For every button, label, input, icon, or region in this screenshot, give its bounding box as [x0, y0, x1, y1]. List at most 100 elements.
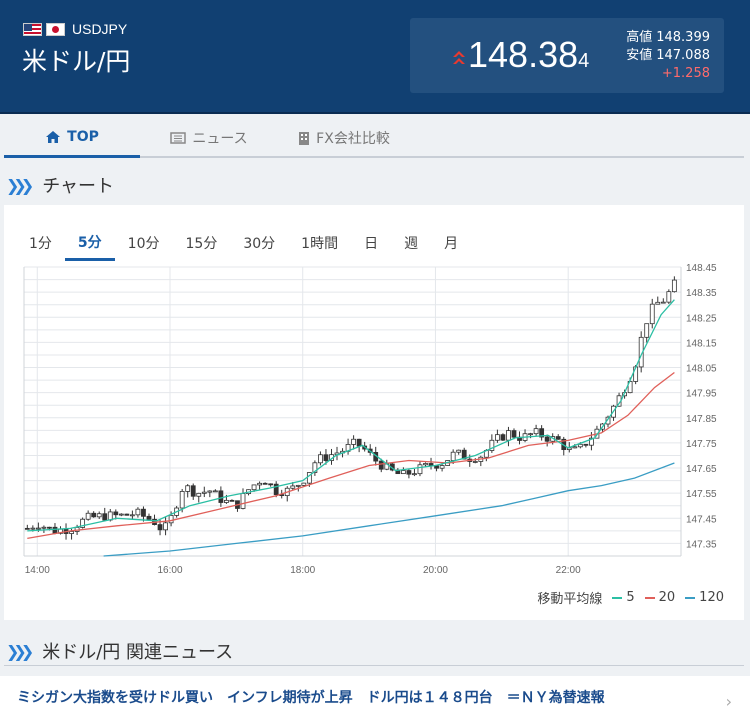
candle-body — [655, 301, 661, 305]
x-tick-label: 20:00 — [423, 565, 448, 576]
quote-header: USDJPY 米ドル/円 148.384 高値 148.399 安値 147.088… — [0, 0, 750, 114]
ma-legend: 移動平均線 5 20 120 — [537, 588, 724, 607]
y-tick-label: 147.75 — [686, 439, 717, 450]
price-stats: 高値 148.399 安値 147.088 +1.258 — [626, 29, 710, 83]
news-item[interactable]: ミシガン大指数を受けドル買い インフレ期待が上昇 ドル円は１４８円台 ＝ＮＹ為替… — [0, 676, 750, 713]
candle-body — [666, 291, 672, 303]
candle-body — [472, 461, 478, 463]
y-tick-label: 147.45 — [686, 514, 717, 525]
x-tick-label: 22:00 — [556, 565, 581, 576]
candle-body — [417, 464, 423, 475]
candle-body — [190, 485, 196, 497]
candle-body — [439, 465, 445, 469]
low-label: 安値 — [626, 48, 653, 63]
us-flag-icon — [23, 22, 42, 36]
candle-body — [511, 430, 517, 438]
candle-body — [201, 491, 207, 494]
candle-body — [102, 513, 108, 521]
candle-body — [423, 463, 428, 466]
candle-body — [196, 492, 202, 497]
candle-body — [185, 485, 191, 492]
candle-body — [69, 531, 74, 534]
pair-flags: USDJPY — [23, 21, 127, 37]
period-button[interactable]: 月 — [444, 236, 459, 252]
candle-body — [456, 449, 462, 453]
candle-body — [295, 484, 301, 487]
period-button[interactable]: 1分 — [29, 236, 52, 252]
candle-body — [224, 499, 229, 503]
period-button[interactable]: 5分 — [64, 225, 115, 261]
candle-body — [450, 451, 456, 461]
candle-body — [118, 513, 124, 516]
period-button[interactable]: 1時間 — [301, 236, 339, 252]
home-icon — [46, 130, 61, 143]
candle-body — [644, 323, 650, 338]
main-tabs: TOP ニュース FX会社比較 — [4, 118, 744, 158]
candle-body — [179, 491, 185, 509]
candle-body — [262, 482, 268, 485]
candle-body — [157, 524, 163, 531]
candle-body — [312, 462, 318, 473]
tab-top[interactable]: TOP — [4, 118, 140, 158]
section-chevron-icon: ❯❯❯ — [6, 641, 34, 661]
price-up-icon — [453, 51, 465, 64]
candle-body — [212, 490, 218, 493]
ma-legend-item: 5 — [612, 590, 635, 605]
tab-fx-compare[interactable]: FX会社比較 — [294, 118, 394, 158]
y-tick-label: 148.15 — [686, 338, 717, 349]
ma120-line — [103, 462, 675, 557]
candle-body — [671, 279, 677, 293]
y-tick-label: 148.25 — [686, 313, 717, 324]
candle-body — [301, 482, 307, 486]
candle-body — [168, 514, 174, 524]
divider — [4, 665, 744, 666]
y-tick-label: 147.95 — [686, 389, 717, 400]
candle-body — [257, 482, 262, 486]
candle-body — [649, 303, 655, 325]
candle-body — [660, 301, 666, 304]
candle-body — [500, 434, 506, 441]
candle-body — [96, 513, 102, 518]
ma5-line — [27, 299, 675, 532]
chevron-right-icon: › — [725, 692, 732, 711]
period-button[interactable]: 15分 — [185, 236, 218, 252]
price-chart[interactable]: 148.45 148.35 148.25 148.15 148.05 147.95 147.… — [4, 261, 744, 581]
candle-body — [80, 518, 86, 528]
news-section-title: ❯❯❯ 米ドル/円 関連ニュース — [6, 641, 234, 664]
candle-body — [91, 512, 97, 518]
candle-body — [141, 508, 146, 517]
candle-body — [572, 446, 578, 449]
x-tick-label: 18:00 — [290, 565, 315, 576]
candle-body — [583, 443, 589, 446]
candle-body — [290, 485, 296, 489]
candle-body — [589, 437, 594, 446]
candle-body — [146, 515, 152, 520]
candle-body — [273, 483, 279, 495]
candle-body — [218, 490, 224, 503]
period-button[interactable]: 30分 — [243, 236, 276, 252]
low-value: 147.088 — [656, 48, 710, 63]
section-chevron-icon: ❯❯❯ — [6, 175, 34, 195]
ma-legend-label: 移動平均線 — [537, 592, 603, 607]
candle-body — [494, 434, 500, 441]
y-tick-label: 148.45 — [686, 263, 717, 274]
candle-body — [506, 430, 511, 441]
y-tick-label: 147.65 — [686, 464, 717, 475]
y-tick-label: 147.55 — [686, 489, 717, 500]
candle-body — [356, 438, 362, 447]
price-change: +1.258 — [661, 66, 710, 81]
tab-news[interactable]: ニュース — [164, 118, 254, 158]
y-tick-label: 147.85 — [686, 414, 717, 425]
period-button[interactable]: 週 — [404, 236, 419, 252]
y-tick-label: 148.05 — [686, 364, 717, 375]
jp-flag-icon — [46, 22, 65, 36]
period-button[interactable]: 10分 — [127, 236, 160, 252]
ma-legend-item: 20 — [644, 590, 675, 605]
candle-body — [124, 513, 130, 516]
news-headline[interactable]: ミシガン大指数を受けドル買い インフレ期待が上昇 ドル円は１４８円台 ＝ＮＹ為替… — [17, 690, 605, 706]
candle-body — [544, 436, 550, 442]
period-button[interactable]: 日 — [364, 236, 379, 252]
candle-body — [24, 527, 30, 530]
x-tick-label: 14:00 — [25, 565, 50, 576]
tab-news-label: ニュース — [192, 131, 248, 147]
